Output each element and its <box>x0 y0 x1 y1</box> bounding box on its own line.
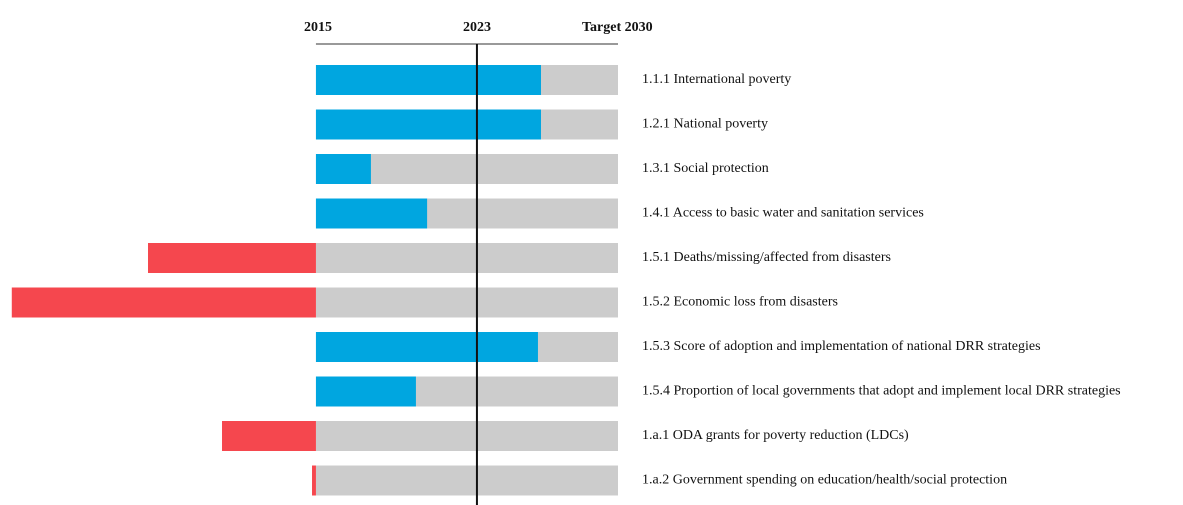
category-label: 1.3.1 Social protection <box>642 161 769 176</box>
track <box>315 465 618 496</box>
track <box>315 421 618 451</box>
track <box>315 243 618 273</box>
bar <box>315 332 538 362</box>
category-label: 1.5.3 Score of adoption and implementati… <box>642 339 1041 354</box>
category-label: 1.5.1 Deaths/missing/affected from disas… <box>642 250 891 265</box>
category-label: 1.4.1 Access to basic water and sanitati… <box>642 206 924 221</box>
bar <box>11 287 316 318</box>
bar <box>312 465 316 496</box>
track <box>315 287 618 318</box>
bar <box>315 198 428 229</box>
category-label: 1.5.4 Proportion of local governments th… <box>642 384 1121 399</box>
category-label: 1.a.1 ODA grants for poverty reduction (… <box>642 428 909 443</box>
x-tick-label: Target 2030 <box>582 20 653 35</box>
bar <box>315 65 541 95</box>
category-label: 1.a.2 Government spending on education/h… <box>642 473 1007 488</box>
category-label: 1.5.2 Economic loss from disasters <box>642 295 838 310</box>
bar <box>148 243 316 273</box>
category-label: 1.2.1 National poverty <box>642 117 768 132</box>
bar <box>315 376 416 407</box>
bar <box>315 109 541 140</box>
x-tick-label: 2023 <box>463 20 491 35</box>
bar <box>315 154 371 184</box>
category-label: 1.1.1 International poverty <box>642 72 791 87</box>
x-tick-label: 2015 <box>304 20 332 35</box>
bar <box>222 421 316 451</box>
